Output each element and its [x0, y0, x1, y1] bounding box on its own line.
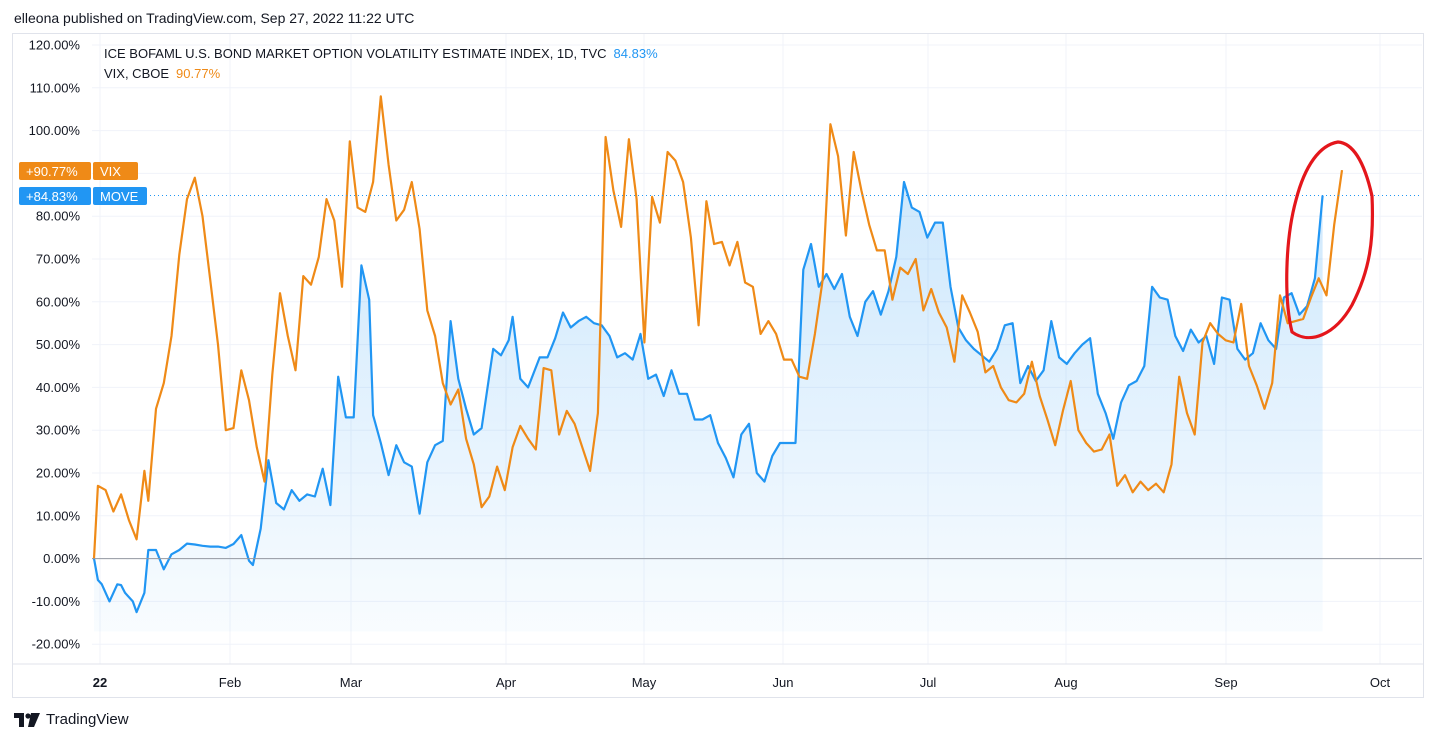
y-tick-label: 110.00%	[30, 80, 81, 95]
badge-tag: VIX	[100, 164, 121, 179]
vix-line	[92, 95, 1344, 559]
legend-vix-value: 90.77%	[176, 66, 221, 81]
move-area	[94, 182, 1323, 632]
series-lines	[92, 95, 1422, 614]
badge-value: +84.83%	[26, 189, 78, 204]
legend: ICE BOFAML U.S. BOND MARKET OPTION VOLAT…	[104, 46, 658, 81]
tradingview-logo-icon	[14, 712, 40, 727]
badge-tag: MOVE	[100, 189, 139, 204]
x-tick-label: Mar	[340, 675, 363, 690]
footer: TradingView	[14, 711, 129, 728]
y-tick-label: 100.00%	[29, 123, 81, 138]
legend-vix-label: VIX, CBOE	[104, 66, 169, 81]
x-tick-label: Apr	[496, 675, 517, 690]
y-tick-label: 120.00%	[29, 38, 81, 53]
x-tick-label: May	[632, 675, 657, 690]
y-tick-label: -20.00%	[32, 637, 81, 652]
badge-move: +84.83% MOVE	[19, 187, 147, 205]
area-fill	[94, 182, 1323, 632]
y-tick-label: 70.00%	[36, 252, 81, 267]
y-tick-label: 20.00%	[36, 466, 81, 481]
publish-header: elleona published on TradingView.com, Se…	[14, 10, 415, 26]
chart-frame	[12, 33, 1424, 698]
x-tick-label: 22	[93, 675, 107, 690]
x-tick-label: Jun	[773, 675, 794, 690]
footer-brand: TradingView	[46, 711, 129, 728]
annotation	[1285, 140, 1375, 340]
red-circle-annotation	[1285, 140, 1375, 340]
move-line	[92, 180, 1324, 614]
axes: 120.00%110.00%100.00%90.00%80.00%70.00%6…	[13, 38, 1423, 690]
x-tick-label: Feb	[219, 675, 241, 690]
y-tick-label: 50.00%	[36, 337, 81, 352]
y-tick-label: 30.00%	[36, 423, 81, 438]
x-tick-label: Jul	[920, 675, 937, 690]
legend-move-label: ICE BOFAML U.S. BOND MARKET OPTION VOLAT…	[104, 46, 607, 61]
x-tick-label: Oct	[1370, 675, 1391, 690]
badge-vix: +90.77% VIX	[19, 162, 138, 180]
price-badges: +90.77% VIX +84.83% MOVE	[19, 162, 147, 205]
legend-move-value: 84.83%	[614, 46, 659, 61]
y-tick-label: 80.00%	[36, 209, 81, 224]
y-tick-label: 60.00%	[36, 294, 81, 309]
x-tick-label: Aug	[1054, 675, 1077, 690]
x-tick-label: Sep	[1214, 675, 1237, 690]
badge-value: +90.77%	[26, 164, 78, 179]
y-tick-label: 0.00%	[43, 551, 80, 566]
y-tick-label: -10.00%	[32, 594, 81, 609]
y-tick-label: 40.00%	[36, 380, 81, 395]
y-tick-label: 10.00%	[36, 508, 81, 523]
